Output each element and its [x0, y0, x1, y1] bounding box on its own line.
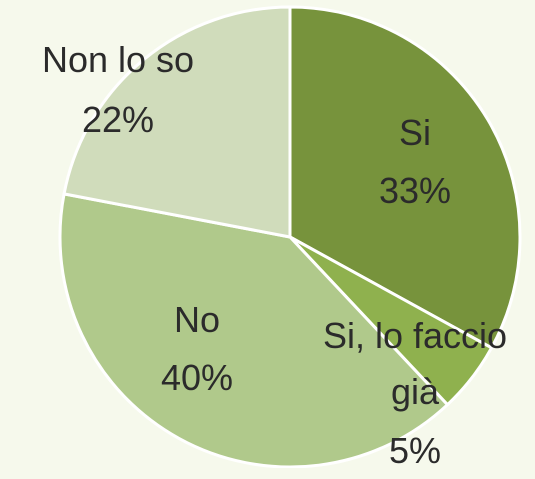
value-label: 5%	[388, 430, 442, 471]
slice-label: Non lo so	[41, 39, 195, 80]
slice-label: Si, lo faccio già	[322, 315, 508, 412]
slice-label: Si	[398, 112, 431, 153]
chart	[58, 5, 522, 468]
pie-slice	[62, 5, 292, 239]
slice-label: No	[173, 299, 221, 340]
page: (() => { const data = JSON.parse(documen…	[41, 5, 522, 471]
value-label: 22%	[81, 99, 155, 140]
value-label: 33%	[378, 170, 452, 211]
pie-slice	[58, 192, 450, 468]
value-label: 40%	[160, 357, 234, 398]
pie-slice	[288, 5, 522, 350]
